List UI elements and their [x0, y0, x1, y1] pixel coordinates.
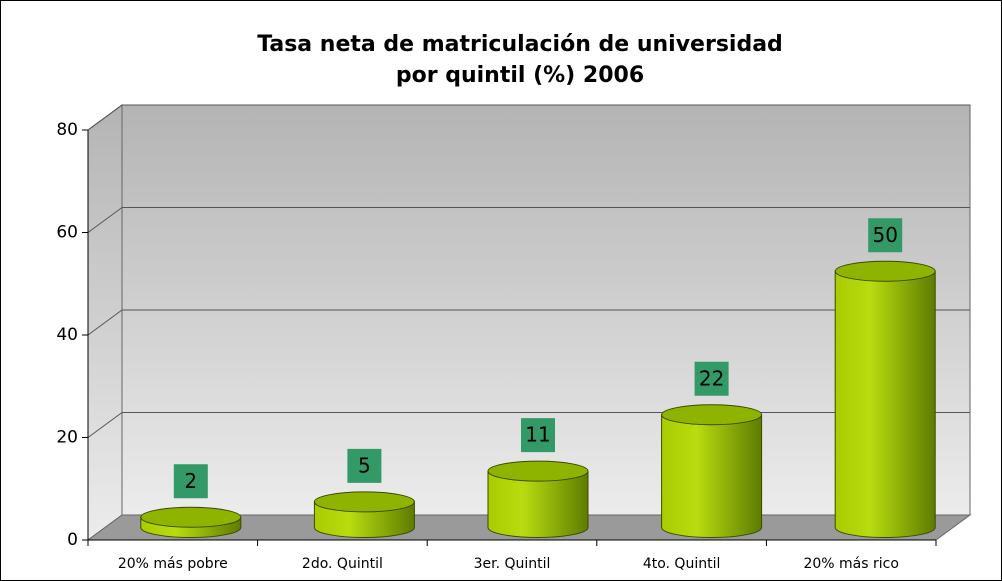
cylinder-top — [487, 460, 589, 482]
grid-line — [87, 207, 123, 233]
x-tick-label: 20% más pobre — [118, 556, 228, 572]
chart-title: por quintil (%) 2006 — [396, 63, 644, 88]
x-tick-label: 4to. Quintil — [643, 556, 721, 572]
cylinder-body — [834, 270, 936, 538]
value-label: 5 — [358, 453, 371, 477]
y-tick-label: 80 — [56, 120, 78, 140]
x-tick-label: 2do. Quintil — [302, 556, 383, 572]
cylinder-top — [834, 260, 936, 282]
cylinder — [834, 260, 936, 538]
y-tick-label: 0 — [67, 530, 78, 550]
value-label: 11 — [525, 423, 550, 447]
grid-line — [87, 309, 123, 336]
value-label-box — [347, 448, 382, 483]
value-label-box — [694, 361, 729, 396]
cylinder-body — [487, 470, 589, 538]
value-label-box — [868, 218, 903, 253]
value-label-box — [521, 418, 555, 453]
chart-title: Tasa neta de matriculación de universida… — [257, 32, 783, 57]
cylinder-body — [661, 414, 763, 538]
cylinder-top — [661, 404, 763, 426]
y-tick-label: 20 — [56, 428, 78, 448]
grid-line — [87, 104, 123, 131]
x-tick-label: 3er. Quintil — [474, 556, 551, 572]
value-label: 2 — [184, 469, 197, 493]
cylinder — [140, 506, 242, 538]
x-tick-label: 20% más rico — [803, 556, 898, 572]
value-label: 50 — [872, 223, 897, 247]
y-tick-label: 60 — [56, 223, 78, 243]
cylinder-top — [313, 491, 415, 513]
cylinder — [487, 460, 589, 538]
cylinder — [313, 491, 415, 538]
cylinder-top — [140, 506, 242, 528]
grid-line — [87, 412, 123, 438]
y-tick-label: 40 — [56, 325, 78, 345]
value-label: 22 — [699, 366, 724, 390]
value-label-box — [173, 464, 208, 499]
cylinder — [661, 404, 763, 538]
